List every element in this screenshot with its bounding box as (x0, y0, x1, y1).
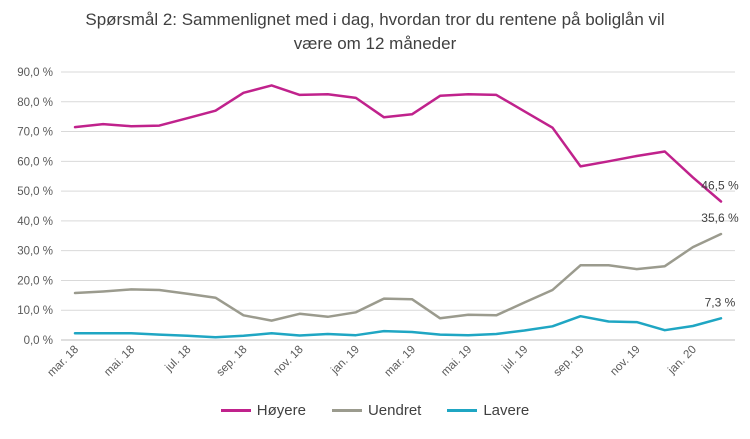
chart-legend: Høyere Uendret Lavere (0, 402, 750, 419)
legend-swatch (220, 409, 251, 412)
x-tick-label: jul. 18 (163, 344, 194, 375)
data-label-uendret: 35,6 % (701, 211, 739, 225)
y-tick-label: 70,0 % (17, 127, 53, 139)
x-tick-label: nov. 18 (271, 344, 306, 379)
legend-swatch (331, 409, 362, 412)
x-tick-label: sep. 18 (214, 344, 249, 379)
y-tick-label: 80,0 % (17, 97, 53, 109)
x-tick-label: mai. 19 (439, 344, 474, 379)
x-tick-label: mar. 19 (383, 344, 419, 380)
legend-label: Uendret (367, 402, 422, 419)
x-tick-label: jan. 20 (665, 344, 699, 378)
data-label-lavere: 7,3 % (705, 295, 736, 309)
data-label-høyere: 46,5 % (701, 179, 739, 193)
x-tick-label: mar. 18 (46, 344, 82, 380)
chart-title: Spørsmål 2: Sammenlignet med i dag, hvor… (0, 8, 750, 56)
y-tick-label: 90,0 % (17, 67, 53, 79)
legend-label: Høyere (256, 402, 306, 419)
legend-item: Lavere (447, 402, 529, 419)
legend-item: Uendret (331, 402, 422, 419)
series-line-uendret (73, 232, 723, 322)
chart-title-line-2: være om 12 måneder (293, 34, 457, 53)
x-tick-label: jan. 19 (328, 344, 362, 378)
line-chart: 0,0 % 10,0 % 20,0 % 30,0 % 40,0 % 50,0 % 60,0 … (17, 67, 739, 380)
y-tick-label: 50,0 % (17, 186, 53, 198)
x-tick-label: sep. 19 (551, 344, 586, 379)
y-tick-label: 20,0 % (17, 275, 53, 287)
chart-title-line-1: Spørsmål 2: Sammenlignet med i dag, hvor… (85, 10, 665, 29)
legend-swatch (447, 409, 478, 412)
x-tick-label: mai. 18 (102, 344, 137, 379)
legend-item: Høyere (220, 402, 306, 419)
y-tick-label: 60,0 % (17, 156, 53, 168)
legend-label: Lavere (483, 402, 530, 419)
y-tick-label: 30,0 % (17, 246, 53, 258)
y-tick-label: 0,0 % (24, 335, 53, 347)
y-tick-label: 10,0 % (17, 305, 53, 317)
y-tick-label: 40,0 % (17, 216, 53, 228)
series-line-lavere (73, 314, 723, 339)
x-tick-label: jul. 19 (500, 344, 531, 375)
x-tick-label: nov. 19 (608, 344, 643, 379)
series-line-høyere (73, 84, 723, 203)
